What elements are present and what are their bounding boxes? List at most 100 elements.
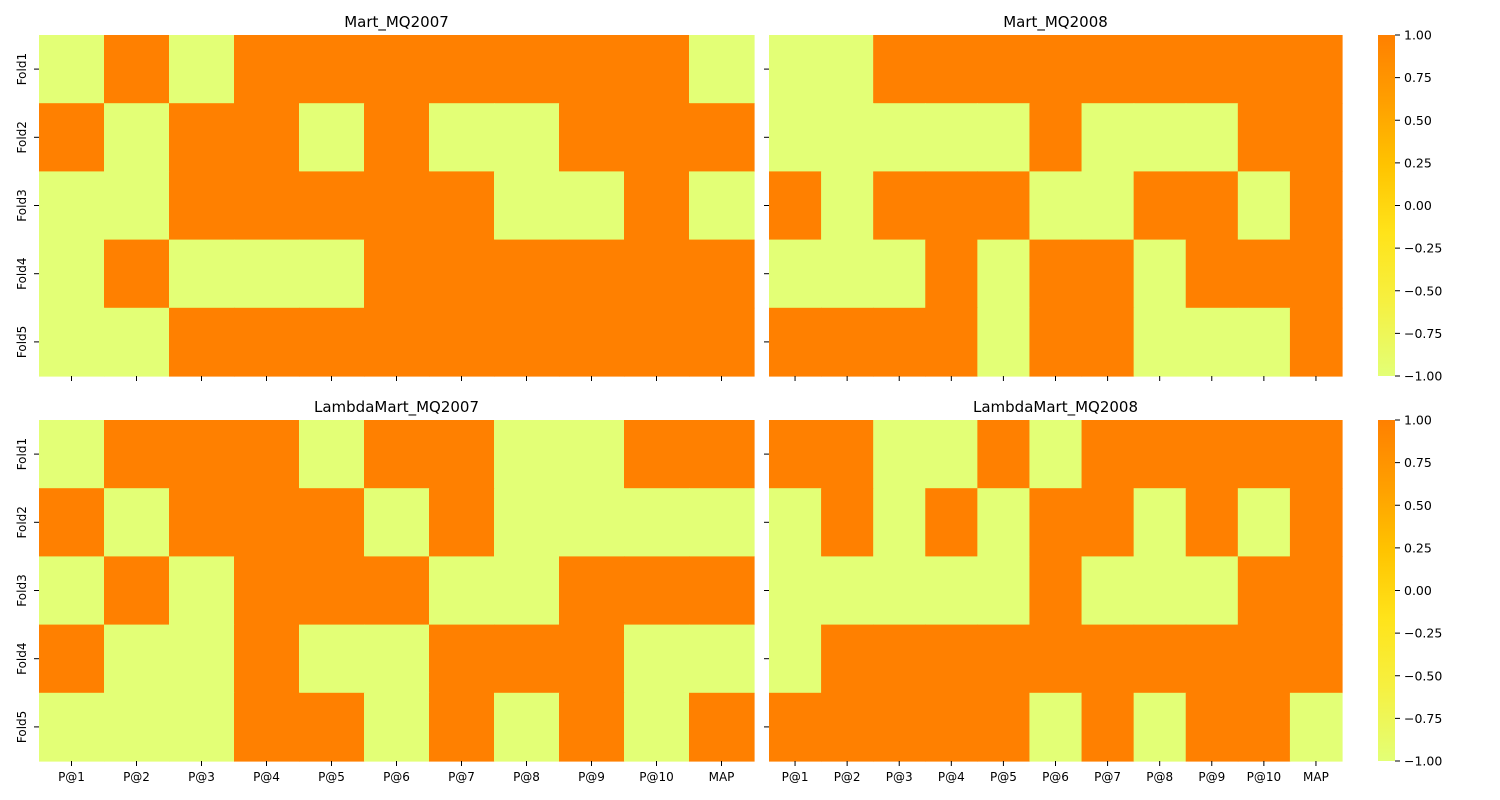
heatmap-cell [821, 239, 874, 309]
heatmap-cell [925, 239, 978, 309]
heatmap-cell [234, 103, 300, 172]
heatmap-cell [559, 239, 625, 309]
heatmap-cell [39, 624, 105, 694]
heatmap-mart-mq2007: Mart_MQ2007 Fold1 Fold2 Fold3 Fold4 Fold5 [15, 13, 755, 381]
heatmap-cell [559, 35, 625, 104]
heatmap-cell [429, 35, 495, 104]
heatmap-cell [559, 171, 625, 241]
y-tick-label: Fold3 [15, 189, 29, 221]
heatmap-cell [39, 239, 105, 309]
heatmap-cell [689, 692, 755, 762]
heatmap-cell [104, 103, 170, 172]
heatmap-cell [299, 488, 365, 557]
heatmap-cell [1185, 420, 1239, 489]
heatmap-cell [234, 171, 300, 241]
heatmap-cell [689, 103, 755, 172]
x-tick-label: P@5 [990, 770, 1017, 784]
heatmap-cell [299, 692, 365, 762]
heatmap-cell [559, 307, 625, 377]
x-tick-label: P@8 [1146, 770, 1173, 784]
heatmap-cell [1185, 488, 1239, 557]
heatmap-cell [821, 692, 874, 762]
heatmap-cell [977, 624, 1031, 694]
heatmap-cell [925, 488, 978, 557]
heatmap-cell [104, 239, 170, 309]
heatmap-cell [1029, 420, 1083, 489]
heatmap-cell [364, 624, 430, 694]
heatmap-cell [977, 103, 1031, 172]
heatmap-cell [689, 624, 755, 694]
heatmap-cell [873, 171, 926, 241]
y-tick-label: Fold4 [15, 642, 29, 674]
heatmap-cell [169, 103, 235, 172]
heatmap-cell [1237, 307, 1291, 377]
heatmap-cell [821, 488, 874, 557]
heatmap-cell [1029, 35, 1083, 104]
heatmap-lambdamart-mq2007: LambdaMart_MQ2007 P@1 P@2 P@3 P@4 P@5 P@6 P@7 P… [15, 398, 755, 784]
heatmap-cell [559, 692, 625, 762]
y-tick-label: Fold2 [15, 506, 29, 538]
heatmap-cell [104, 420, 170, 489]
heatmap-cell [821, 35, 874, 104]
heatmap-cell [977, 307, 1031, 377]
colorbar-bottom: 1.00 0.75 0.50 0.25 0.00 −0.25 −0.50 −0.75 −1.00 [1378, 413, 1442, 769]
heatmap-cell [559, 420, 625, 489]
heatmap-cell [977, 171, 1031, 241]
heatmap-cell [1185, 35, 1239, 104]
heatmap-cell [1133, 171, 1187, 241]
heatmap-cell [494, 624, 560, 694]
heatmap-cell [299, 624, 365, 694]
heatmap-cell [689, 35, 755, 104]
heatmap-cell [769, 692, 822, 762]
heatmap-cell [1133, 239, 1187, 309]
heatmap-cell [873, 692, 926, 762]
heatmap-cell [977, 420, 1031, 489]
heatmap-cell [169, 171, 235, 241]
heatmap-cell [873, 420, 926, 489]
heatmap-lambdamart-mq2008: LambdaMart_MQ2008 P@1 P@2 P@3 P@4 P@5 P@6 P@7 P… [764, 398, 1343, 784]
heatmap-cell [1289, 239, 1343, 309]
x-tick-label: P@9 [1198, 770, 1225, 784]
heatmap-cell [559, 103, 625, 172]
colorbar-tick-label: 0.50 [1404, 113, 1432, 128]
heatmap-cell [624, 103, 690, 172]
heatmap-cell [821, 103, 874, 172]
heatmap-cell [925, 35, 978, 104]
heatmap-cell [873, 488, 926, 557]
heatmap-cell [234, 307, 300, 377]
heatmap-cell [1029, 103, 1083, 172]
heatmap-cell [1289, 171, 1343, 241]
heatmap-cell [1185, 624, 1239, 694]
heatmap-cell [169, 692, 235, 762]
heatmap-cell [689, 556, 755, 626]
heatmap-cell [1029, 556, 1083, 626]
heatmap-cell [1133, 556, 1187, 626]
heatmap-cell [494, 556, 560, 626]
heatmap-cell [364, 307, 430, 377]
heatmap-cell [1185, 103, 1239, 172]
heatmap-cell [1081, 35, 1135, 104]
x-tick-label: P@10 [639, 770, 674, 784]
heatmap-cell [39, 35, 105, 104]
heatmap-cell [1289, 420, 1343, 489]
heatmap-cell [1133, 307, 1187, 377]
colorbar-tick-label: −0.75 [1404, 711, 1442, 726]
heatmap-cell [1289, 35, 1343, 104]
heatmap-cell [1185, 692, 1239, 762]
heatmap-cell [299, 171, 365, 241]
heatmap-cell [559, 624, 625, 694]
heatmap-cell [769, 307, 822, 377]
heatmap-cell [925, 624, 978, 694]
heatmap-cell [821, 556, 874, 626]
heatmap-cell [1133, 692, 1187, 762]
heatmap-cell [1081, 624, 1135, 694]
y-tick-label: Fold2 [15, 121, 29, 153]
heatmap-cell [429, 692, 495, 762]
panel-title: LambdaMart_MQ2007 [314, 398, 479, 417]
heatmap-cell [1289, 692, 1343, 762]
heatmap-cell [39, 488, 105, 557]
heatmap-cell [364, 239, 430, 309]
heatmap-cell [624, 624, 690, 694]
x-tick-label: P@8 [513, 770, 540, 784]
heatmap-cell [169, 420, 235, 489]
